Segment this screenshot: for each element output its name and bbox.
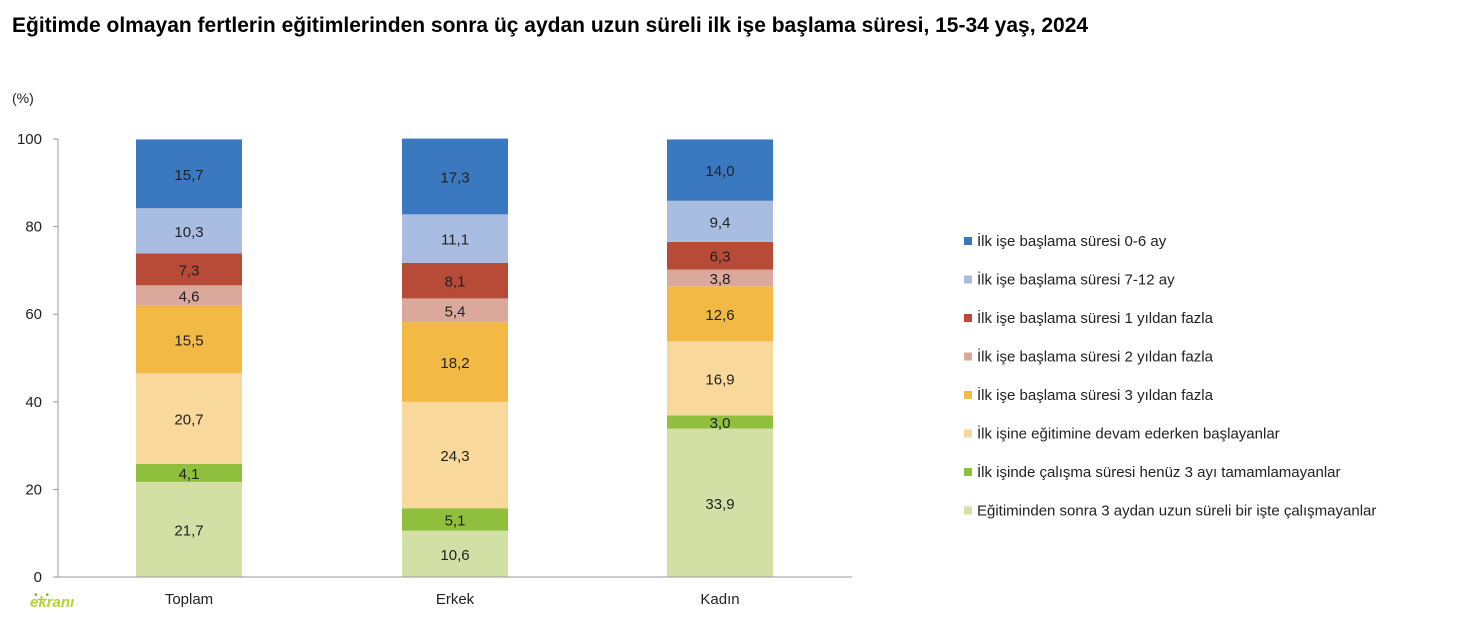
y-tick-label: 20 xyxy=(25,481,42,498)
bar-segment xyxy=(136,285,242,306)
watermark-logo: ekranı xyxy=(30,594,75,611)
legend-label: İlk işinde çalışma süresi henüz 3 ayı ta… xyxy=(977,463,1341,481)
data-label: 10,6 xyxy=(440,547,469,564)
y-tick-label: 80 xyxy=(25,219,42,236)
bar-segment xyxy=(402,322,508,402)
x-tick-label: Kadın xyxy=(700,591,739,608)
bar-segment xyxy=(136,139,242,209)
legend-label: İlk işe başlama süresi 3 yıldan fazla xyxy=(977,386,1214,404)
data-label: 18,2 xyxy=(440,355,469,372)
y-tick-label: 100 xyxy=(17,131,42,148)
bar-segment xyxy=(667,428,773,577)
data-label: 21,7 xyxy=(174,522,203,539)
bar-segment xyxy=(136,208,242,254)
data-label: 20,7 xyxy=(174,412,203,429)
y-axis-unit-label: (%) xyxy=(12,90,34,106)
legend-swatch xyxy=(964,429,972,438)
data-label: 4,6 xyxy=(179,288,200,305)
data-label: 17,3 xyxy=(440,169,469,186)
data-label: 15,5 xyxy=(174,332,203,349)
page-title: Eğitimde olmayan fertlerin eğitimlerinde… xyxy=(12,14,1089,37)
data-label: 16,9 xyxy=(705,371,734,388)
x-tick-label: Toplam xyxy=(165,591,213,608)
bar-segment xyxy=(136,305,242,374)
bar-segment xyxy=(402,298,508,323)
legend-swatch xyxy=(964,314,972,322)
bar-segment xyxy=(402,401,508,509)
bar-segment xyxy=(402,262,508,299)
bar-segment xyxy=(667,139,773,201)
data-label: 11,1 xyxy=(441,232,469,249)
bar-segment xyxy=(402,214,508,263)
legend-swatch xyxy=(964,468,972,476)
data-label: 3,0 xyxy=(710,415,731,432)
data-label: 5,1 xyxy=(445,512,466,529)
legend-label: İlk işe başlama süresi 7-12 ay xyxy=(977,271,1175,289)
legend-label: İlk işe başlama süresi 0-6 ay xyxy=(977,232,1167,250)
bar-segment xyxy=(667,341,773,416)
data-label: 4,1 xyxy=(179,466,200,483)
data-label: 24,3 xyxy=(440,448,469,465)
bar-segment xyxy=(402,530,508,577)
data-label: 8,1 xyxy=(445,274,466,291)
legend-label: İlk işe başlama süresi 1 yıldan fazla xyxy=(977,309,1214,327)
data-label: 9,4 xyxy=(710,214,731,231)
data-label: 10,3 xyxy=(174,224,203,241)
data-label: 12,6 xyxy=(705,307,734,324)
bar-segment xyxy=(667,286,773,342)
bar-segment xyxy=(136,481,242,577)
bar-segment xyxy=(667,269,773,287)
data-label: 3,8 xyxy=(710,271,731,288)
y-tick-label: 60 xyxy=(25,306,42,323)
legend-label: İlk işine eğitimine devam ederken başlay… xyxy=(977,425,1280,443)
data-label: 14,0 xyxy=(705,163,734,180)
legend-swatch xyxy=(964,506,972,515)
legend-swatch xyxy=(964,391,972,399)
legend-label: Eğitiminden sonra 3 aydan uzun süreli bi… xyxy=(977,503,1376,520)
data-label: 15,7 xyxy=(174,167,203,184)
bar-segment xyxy=(136,463,242,482)
bar-segment xyxy=(667,415,773,429)
data-label: 33,9 xyxy=(705,496,734,513)
legend-label: İlk işe başlama süresi 2 yıldan fazla xyxy=(977,348,1214,366)
legend-swatch xyxy=(964,237,972,245)
x-tick-label: Erkek xyxy=(436,591,475,608)
bar-segment xyxy=(136,373,242,464)
y-tick-label: 0 xyxy=(34,569,42,586)
bar-segment xyxy=(402,138,508,215)
bar-segment xyxy=(667,241,773,270)
bar-segment xyxy=(136,253,242,286)
legend-swatch xyxy=(964,352,972,361)
legend-swatch xyxy=(964,275,972,284)
data-label: 6,3 xyxy=(710,249,731,266)
watermark-dots-icon: •‿• xyxy=(34,590,50,601)
data-label: 7,3 xyxy=(179,262,200,279)
y-tick-label: 40 xyxy=(25,394,42,411)
bar-segment xyxy=(667,200,773,242)
bar-segment xyxy=(402,508,508,531)
data-label: 5,4 xyxy=(445,303,466,320)
